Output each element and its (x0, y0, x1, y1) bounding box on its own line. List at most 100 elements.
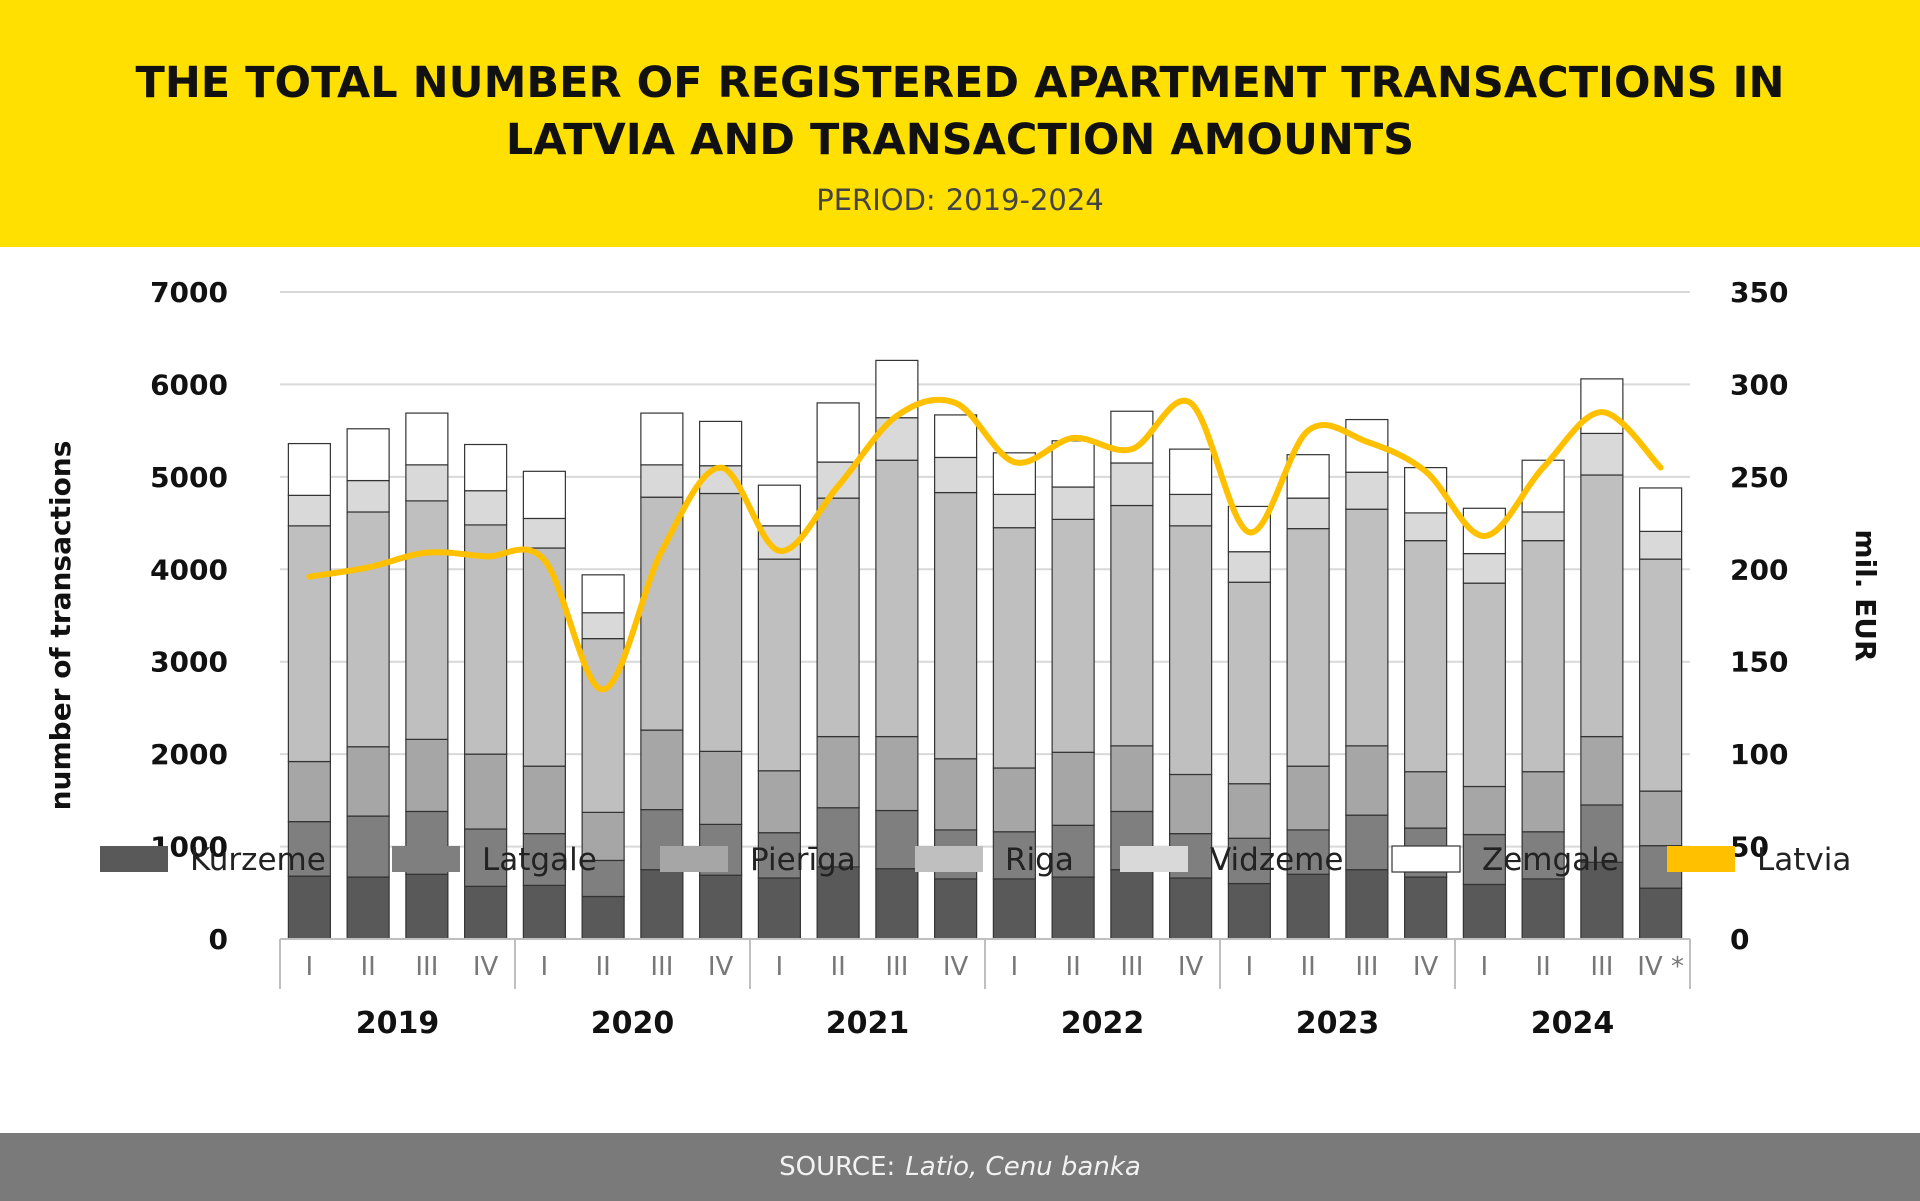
bar-segment-riga (875, 459, 919, 738)
bar-segment-pieriga (1462, 785, 1506, 836)
bar-segment-pieriga (464, 753, 508, 830)
bar-segment-kurzeme (346, 876, 390, 940)
chart-title-line1: THE TOTAL NUMBER OF REGISTERED APARTMENT… (135, 58, 1785, 108)
year-label: 2019 (356, 1006, 440, 1041)
quarter-tick-label: IV (1178, 952, 1204, 982)
bar-segment-vidzeme (346, 479, 390, 513)
bar-segment-kurzeme (757, 877, 801, 940)
bar-stack (1580, 378, 1624, 940)
quarter-tick-label: I (541, 952, 549, 982)
quarter-tick-label: III (1355, 952, 1378, 982)
bar-segment-vidzeme (1227, 551, 1271, 583)
latvia-series-line (306, 396, 1664, 693)
bar-segment-pieriga (1521, 771, 1565, 833)
y2-tick-label: 50 (1730, 831, 1769, 864)
bar-segment-pieriga (346, 746, 390, 817)
bar-segment-vidzeme (522, 517, 566, 549)
bar-segment-kurzeme (1169, 877, 1213, 940)
y-tick-label: 3000 (150, 646, 228, 679)
bar-segment-kurzeme (992, 878, 1036, 940)
quarter-tick-label: III (1590, 952, 1613, 982)
year-label: 2020 (591, 1006, 675, 1041)
bar-segment-pieriga (699, 750, 743, 825)
bar-segment-pieriga (640, 729, 684, 811)
legend-item-latgale: Latgale (392, 842, 597, 878)
y2-tick-label: 200 (1730, 553, 1788, 586)
bar-segment-riga (816, 497, 860, 738)
bar-segment-zemgale (1169, 448, 1213, 496)
bar-segment-vidzeme (875, 417, 919, 461)
bar-segment-kurzeme (464, 885, 508, 940)
bar-segment-latgale (757, 832, 801, 879)
bar-segment-riga (1051, 518, 1095, 753)
bar-segment-latgale (1462, 833, 1506, 886)
period-label: PERIOD: (816, 183, 936, 217)
bar-segment-zemgale (757, 484, 801, 527)
legend-item-zemgale: Zemgale (1391, 842, 1619, 878)
bar-stack (405, 412, 449, 940)
legend-item-latvia: Latvia (1667, 842, 1851, 878)
grid-lines (280, 291, 1690, 848)
bar-segment-latgale (1051, 824, 1095, 878)
bar-segment-riga (522, 547, 566, 767)
quarter-tick-label: I (1246, 952, 1254, 982)
y2-tick-label: 350 (1730, 276, 1788, 309)
bar-segment-vidzeme (1521, 511, 1565, 542)
bar-segment-zemgale (1051, 440, 1095, 488)
y-tick-label: 2000 (150, 738, 228, 771)
bar-segment-zemgale (287, 442, 331, 496)
bar-segment-riga (1580, 474, 1624, 738)
bar-stack (1345, 418, 1389, 940)
bar-segment-riga (346, 511, 390, 748)
y-tick-label: 7000 (150, 276, 228, 309)
bar-segment-zemgale (816, 402, 860, 463)
year-label: 2021 (826, 1006, 910, 1041)
chart-title-line2: LATVIA AND TRANSACTION AMOUNTS (505, 115, 1415, 165)
bar-stack (522, 470, 566, 940)
bar-segment-pieriga (405, 738, 449, 813)
bar-segment-kurzeme (1580, 861, 1624, 940)
y2-tick-label: 150 (1730, 646, 1788, 679)
bar-segment-riga (1169, 525, 1213, 776)
bar-stack (934, 414, 978, 940)
stacked-bar-line-chart: 0100020003000400050006000700005010015020… (44, 276, 1882, 1041)
bar-segment-kurzeme (1404, 876, 1448, 940)
bar-segment-zemgale (699, 420, 743, 467)
y2-tick-label: 300 (1730, 368, 1788, 401)
legend-label: Vidzeme (1210, 842, 1343, 878)
quarter-tick-label: I (1011, 952, 1019, 982)
legend-label: Riga (1005, 842, 1074, 878)
bar-segment-riga (1345, 508, 1389, 747)
y-tick-label: 5000 (150, 461, 228, 494)
bar-segment-kurzeme (522, 884, 566, 940)
bar-segment-pieriga (1286, 765, 1330, 831)
legend-item-pieriga: Pierīga (660, 842, 856, 878)
y2-tick-label: 0 (1730, 923, 1749, 956)
axes: 0100020003000400050006000700005010015020… (44, 276, 1882, 1041)
bar-segment-kurzeme (1462, 883, 1506, 940)
period-value: 2019-2024 (945, 183, 1104, 217)
bar-segment-vidzeme (1462, 552, 1506, 584)
bar-stack (875, 359, 919, 940)
bar-segment-pieriga (816, 735, 860, 809)
bar-stack (1051, 440, 1095, 940)
bar-segment-pieriga (1639, 790, 1683, 847)
bar-stack (699, 420, 743, 940)
y2-tick-label: 100 (1730, 738, 1788, 771)
quarter-tick-label: II (1065, 952, 1080, 982)
bar-segment-latgale (1227, 837, 1271, 885)
bar-segment-zemgale (1580, 378, 1624, 435)
bar-segment-kurzeme (875, 868, 919, 940)
bar-stack (1169, 448, 1213, 940)
bar-segment-kurzeme (287, 875, 331, 940)
y-tick-label: 0 (209, 923, 228, 956)
quarter-tick-label: II (1535, 952, 1550, 982)
bar-stack (287, 442, 331, 940)
bar-segment-latgale (346, 815, 390, 878)
bar-segment-pieriga (1580, 735, 1624, 806)
bar-segment-kurzeme (1345, 869, 1389, 940)
bar-segment-riga (1639, 558, 1683, 792)
bar-segment-vidzeme (1110, 462, 1154, 507)
bar-segment-riga (1462, 582, 1506, 788)
quarter-tick-label: II (830, 952, 845, 982)
